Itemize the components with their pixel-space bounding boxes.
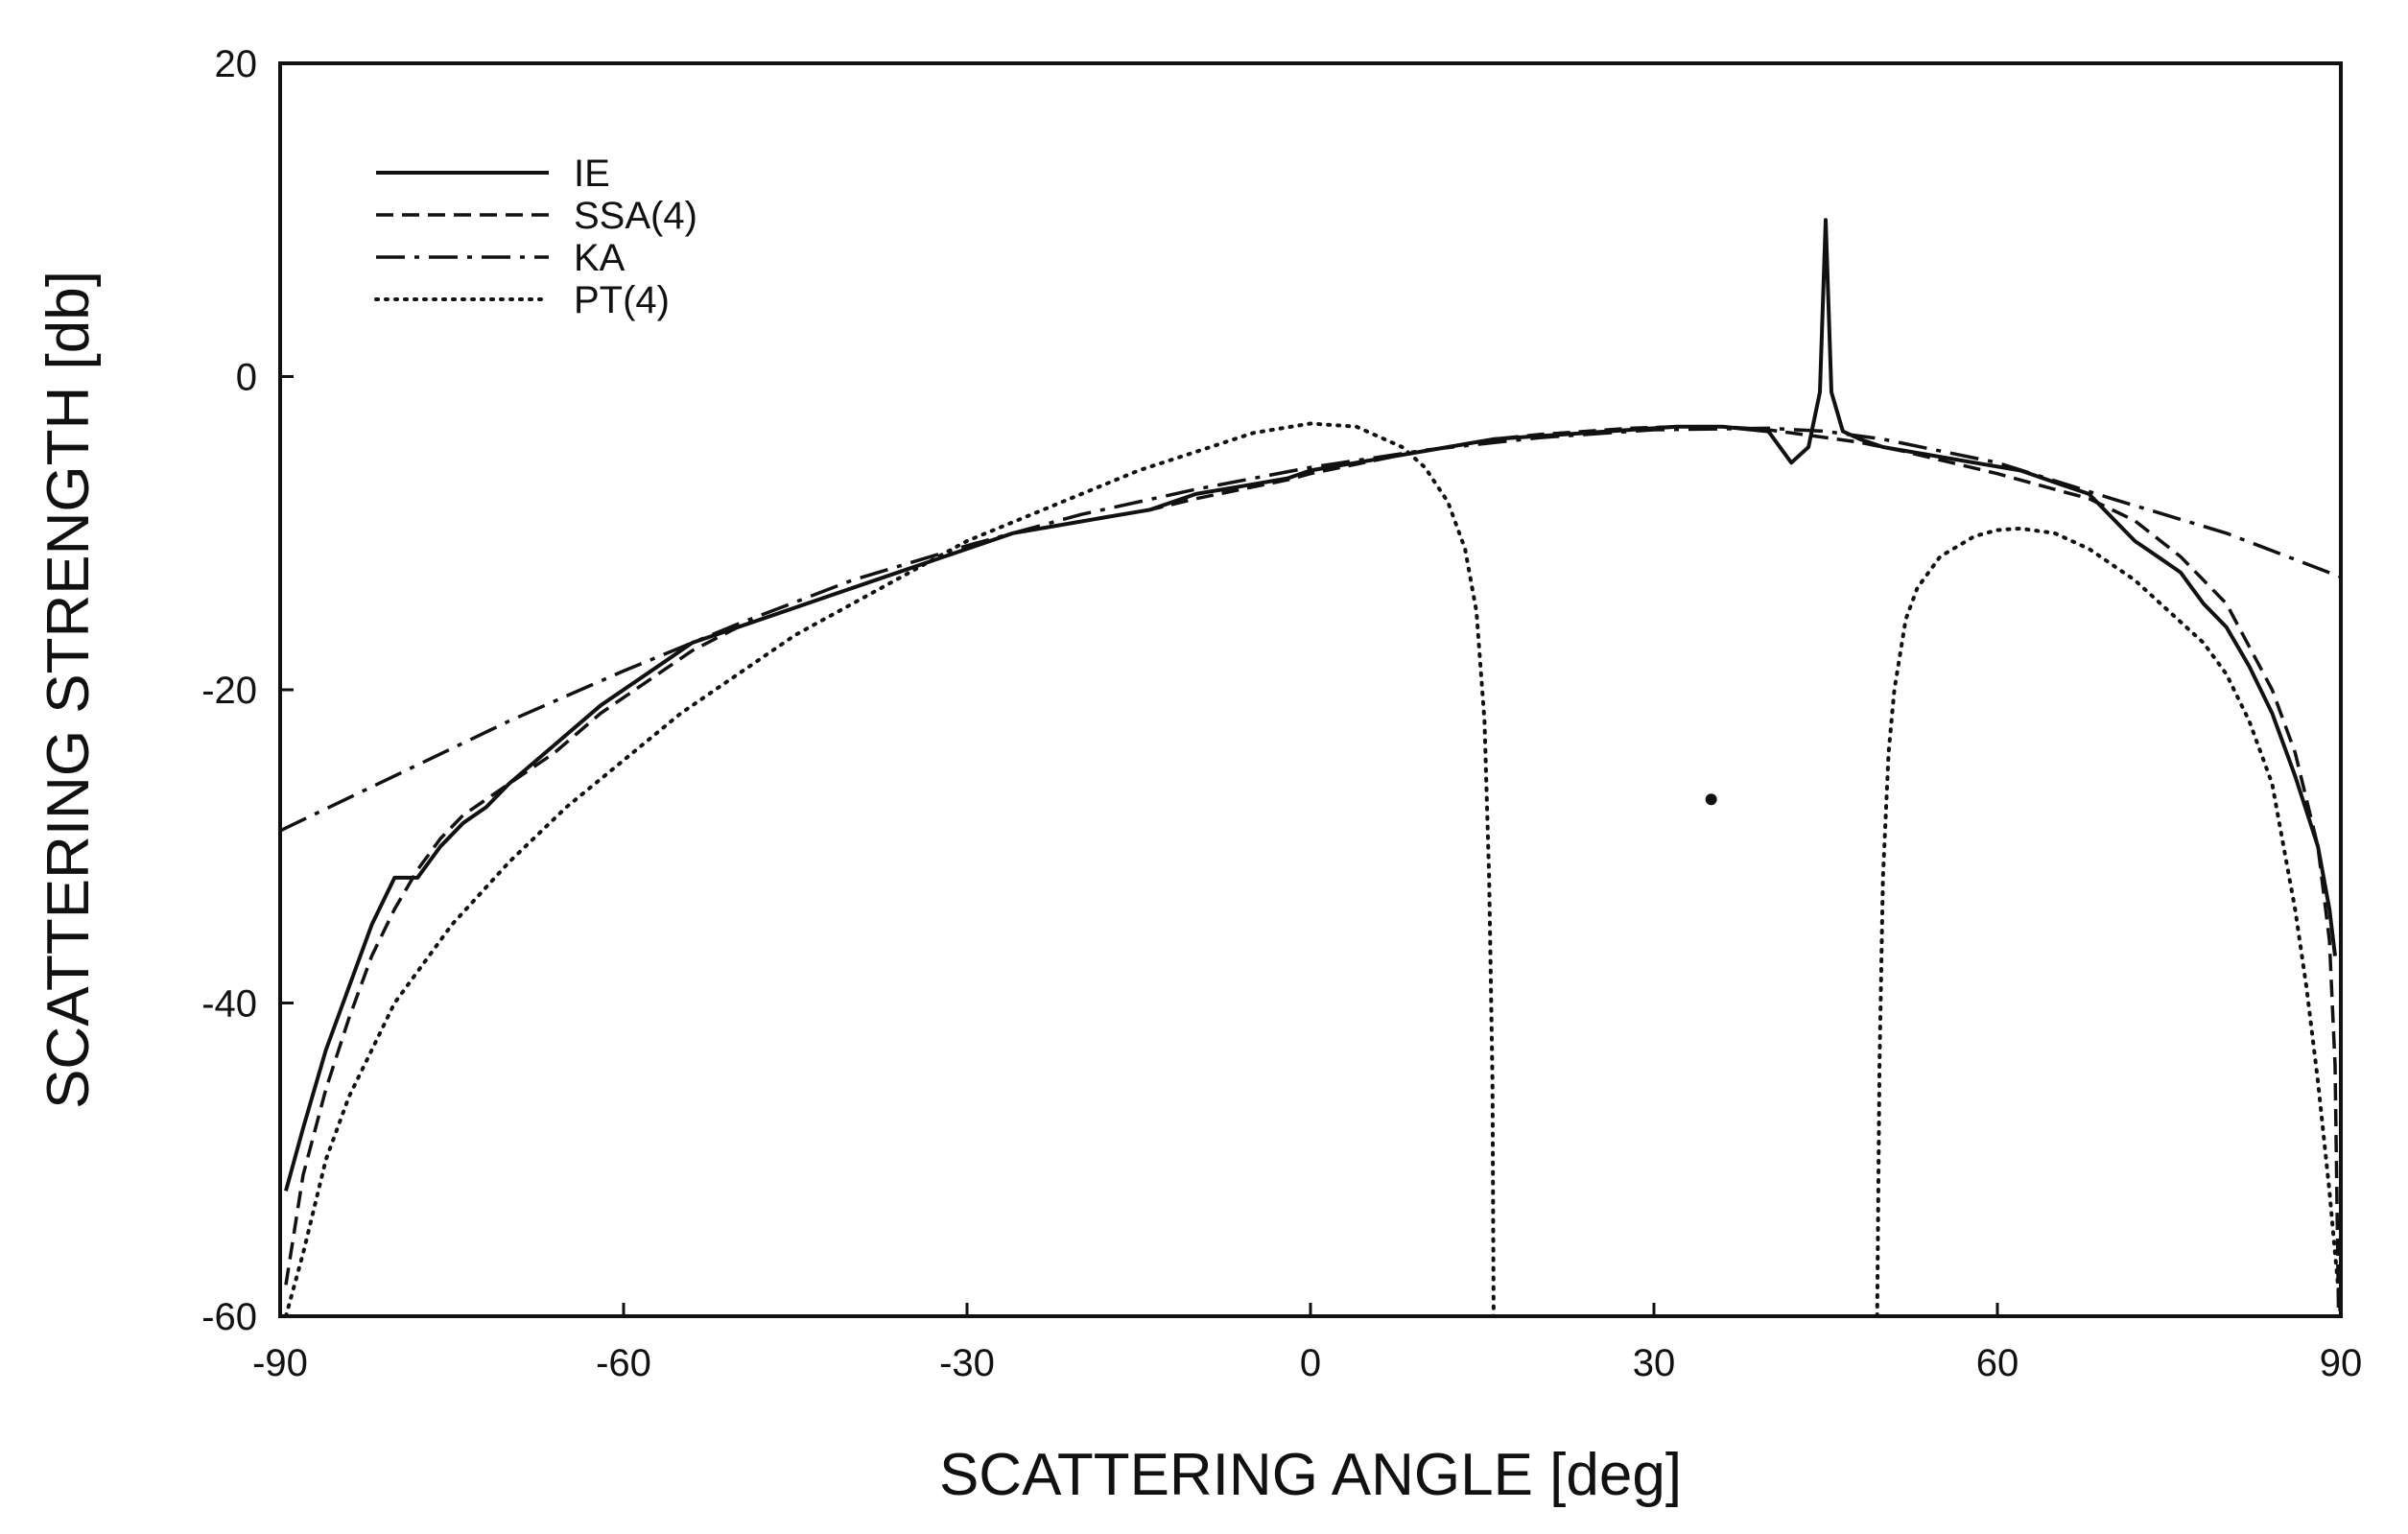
x-axis-title: SCATTERING ANGLE [deg] (939, 1442, 1682, 1508)
y-tick-label: -60 (201, 1296, 257, 1338)
series-line-ie (284, 218, 2337, 1192)
series-line-ka (279, 426, 2342, 833)
x-tick-label: 90 (2320, 1342, 2363, 1384)
legend-label: IE (574, 153, 610, 195)
series-line-pt4-segment-1 (284, 421, 1496, 1318)
legend-label: PT(4) (574, 279, 670, 321)
plot-area-frame (278, 61, 2343, 1318)
y-axis-title: SCATTERING STRENGTH [db] (35, 271, 102, 1109)
series-line-pt4-segment-2 (1875, 526, 2343, 1318)
x-tick-label: 0 (1300, 1342, 1321, 1384)
y-tick-label: -20 (201, 670, 257, 712)
y-tick-label: 0 (236, 357, 257, 399)
x-tick-label: -30 (939, 1342, 995, 1384)
y-tick-label: -40 (201, 983, 257, 1026)
x-tick-label: -60 (596, 1342, 651, 1384)
y-tick-label: 20 (215, 43, 258, 85)
x-tick-label: 30 (1633, 1342, 1676, 1384)
series-layer (279, 218, 2343, 1318)
x-tick-label: 60 (1976, 1342, 2019, 1384)
annotation-dot (1705, 793, 1717, 806)
legend-label: SSA(4) (574, 195, 697, 237)
legend-label: KA (574, 237, 626, 279)
series-line-ssa4 (284, 424, 2341, 1317)
x-tick-label: -90 (252, 1342, 308, 1384)
